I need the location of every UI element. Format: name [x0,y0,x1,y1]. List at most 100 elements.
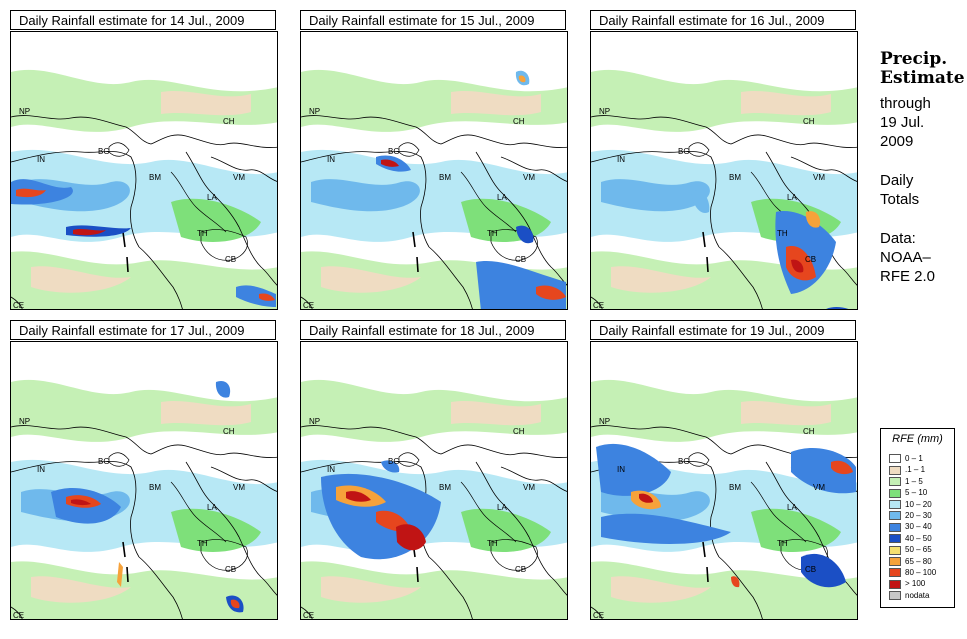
label-ce: CE [303,301,314,310]
legend-item: 80 – 100 [889,567,936,578]
legend-swatch [889,511,901,521]
label-np: NP [19,107,30,116]
legend-label: 30 – 40 [905,522,932,532]
label-vm: VM [813,173,825,182]
label-in: IN [327,155,335,164]
label-np: NP [19,417,30,426]
label-bg: BG [678,147,690,156]
legend-label: 20 – 30 [905,511,932,520]
panel-title: Daily Rainfall estimate for 15 Jul., 200… [300,10,566,30]
legend-swatch [889,534,901,544]
label-ch: CH [513,117,525,126]
legend-label: nodata [905,590,930,600]
legend-swatch [889,522,901,532]
panel-title: Daily Rainfall estimate for 19 Jul., 200… [590,320,856,340]
label-bg: BG [98,147,110,156]
side-title-line2: Estimate [880,68,965,88]
label-in: IN [37,465,45,474]
label-ch: CH [223,427,235,436]
legend-label: 1 – 5 [905,476,923,486]
legend-item: nodata [889,590,929,601]
legend-label: .1 – 1 [905,465,926,475]
label-ch: CH [803,427,815,436]
label-cb: CB [805,255,816,264]
panel-title: Daily Rainfall estimate for 14 Jul., 200… [10,10,276,30]
panel-title: Daily Rainfall estimate for 16 Jul., 200… [590,10,856,30]
label-vm: VM [523,173,535,182]
legend-item: 65 – 80 [889,556,932,567]
legend-label: 40 – 50 [905,533,932,543]
legend-swatch [889,579,901,589]
label-cb: CB [225,565,236,574]
label-th: TH [487,229,498,238]
rainfall-panel-6: Daily Rainfall estimate for 19 Jul., 200… [590,320,858,620]
label-bm: BM [729,173,741,182]
legend-item: 20 – 30 [889,510,932,521]
legend-label: 80 – 100 [905,568,937,577]
label-ce: CE [13,611,24,620]
rainfall-map: NP CH IN BG BM VM LA TH CB CE [10,341,278,620]
rainfall-panel-1: Daily Rainfall estimate for 14 Jul., 200… [10,10,278,310]
side-through: through [880,95,931,112]
legend-item: 5 – 10 [889,487,927,498]
label-in: IN [617,155,625,164]
label-ce: CE [593,301,604,310]
legend-swatch [889,454,901,464]
label-vm: VM [813,483,825,492]
label-la: LA [207,503,217,512]
label-np: NP [309,417,320,426]
rainfall-panel-5: Daily Rainfall estimate for 18 Jul., 200… [300,320,568,620]
label-bm: BM [439,483,451,492]
legend-swatch [889,591,901,601]
legend-label: > 100 [905,579,926,589]
label-la: LA [207,193,217,202]
label-bm: BM [149,483,161,492]
label-vm: VM [233,173,245,182]
label-ch: CH [223,117,235,126]
label-in: IN [327,465,335,474]
side-data1: Data: [880,230,916,247]
legend-swatch [889,488,901,498]
label-bm: BM [439,173,451,182]
label-ch: CH [513,427,525,436]
label-vm: VM [523,483,535,492]
legend-item: 40 – 50 [889,533,932,544]
side-date-line2: 2009 [880,133,914,150]
legend-label: 5 – 10 [905,488,928,498]
legend-label: 65 – 80 [905,556,932,566]
rainfall-map: NP CH IN BG BM VM LA TH CB CE [10,31,278,310]
side-daily2: Totals [880,191,920,208]
label-in: IN [37,155,45,164]
label-bm: BM [149,173,161,182]
legend-swatch [889,499,901,509]
label-th: TH [777,539,788,548]
legend-item: .1 – 1 [889,464,925,475]
rainfall-map: NP CH IN BG BM VM LA TH CB CE [300,31,568,310]
panel-title: Daily Rainfall estimate for 18 Jul., 200… [300,320,566,340]
side-title-line1: Precip. [880,49,948,69]
legend-label: 10 – 20 [905,499,932,509]
label-ch: CH [803,117,815,126]
legend-swatch [889,465,901,475]
legend-item: 30 – 40 [889,521,932,532]
side-data2: NOAA– [880,249,931,266]
label-th: TH [777,229,788,238]
label-ce: CE [593,611,604,620]
label-np: NP [309,107,320,116]
panel-title: Daily Rainfall estimate for 17 Jul., 200… [10,320,276,340]
legend-swatch [889,545,901,555]
rainfall-panel-4: Daily Rainfall estimate for 17 Jul., 200… [10,320,278,620]
label-th: TH [487,539,498,548]
label-bg: BG [388,147,400,156]
legend-item: 50 – 65 [889,544,932,555]
legend-swatch [889,556,901,566]
legend-label: 50 – 65 [905,545,932,555]
legend-item: 1 – 5 [889,476,923,487]
label-cb: CB [805,565,816,574]
label-cb: CB [515,255,526,264]
rainfall-panel-3: Daily Rainfall estimate for 16 Jul., 200… [590,10,858,310]
label-cb: CB [225,255,236,264]
legend-title: RFE (mm) [892,433,943,445]
label-cb: CB [515,565,526,574]
legend-item: > 100 [889,578,925,589]
